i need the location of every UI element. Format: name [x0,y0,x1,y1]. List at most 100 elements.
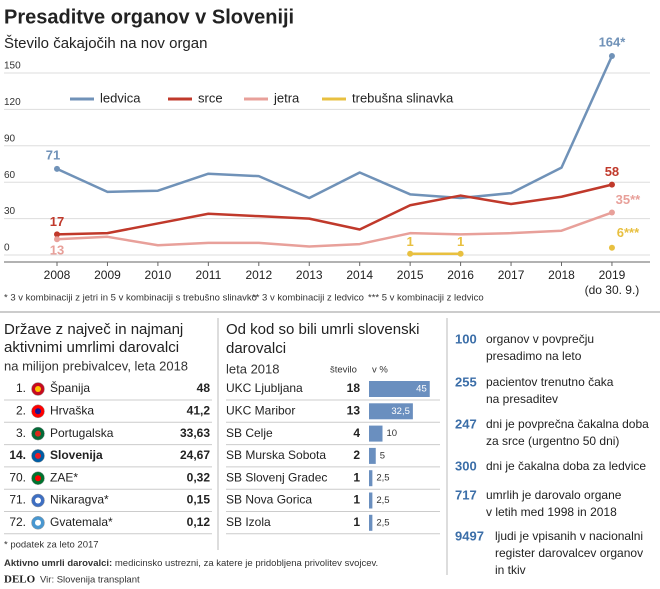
y-tick-label: 60 [4,170,16,181]
point [608,53,615,60]
count: 13 [347,403,361,417]
x-tick-label: 2009 [94,268,121,282]
section-subtitle: leta 2018 [226,361,280,376]
column-header: v % [372,365,388,376]
rank: 14. [9,448,26,462]
hospital: UKC Ljubljana [226,381,303,395]
legend-label: jetra [273,90,300,105]
count: 1 [353,493,360,507]
fact-text: in tkiv [495,563,526,577]
fact-number: 100 [455,331,477,346]
chart-subtitle: Število čakajočih na nov organ [4,35,207,52]
bar [369,425,383,442]
hospital: SB Slovenj Gradec [226,470,327,484]
bar [369,470,373,487]
bar-label: 5 [380,450,385,461]
fact-text: ljudi je vpisanih v nacionalni [495,529,643,543]
flag-detail [35,430,41,437]
fact-number: 300 [455,458,477,473]
definition-term: Aktivno umrli darovalci: [4,558,112,569]
section-subtitle: na milijon prebivalcev, leta 2018 [4,358,188,373]
bar-label: 2,5 [376,473,389,484]
fact-number: 255 [455,374,477,389]
x-tick-label: 2014 [346,268,373,282]
hospital: SB Celje [226,426,273,440]
rank: 70. [9,470,26,484]
section-title: darovalci [226,340,286,357]
flag-detail [35,408,41,415]
flag-detail [35,497,41,504]
country: Portugalska [50,426,114,440]
country-value: 24,67 [180,448,210,462]
value-label: 71 [46,147,60,162]
legend-label: ledvica [100,90,141,105]
point [407,250,414,257]
fact-text: register darovalcev organov [495,546,643,560]
point [54,165,60,172]
value-label: 35** [616,192,642,207]
fact-text: na presaditev [486,392,558,406]
flag-detail [35,475,41,482]
country: Slovenija [50,448,103,462]
value-label: 13 [50,243,64,258]
fact-text: dni je povprečna čakalna doba [486,417,649,431]
flag-detail [35,452,41,459]
country: Nikaragva* [50,493,109,507]
hospital: SB Murska Sobota [226,448,326,462]
y-tick-label: 90 [4,133,16,144]
point [608,244,615,251]
flag-detail [35,386,41,392]
footnote: ** 3 v kombinaciji z ledvico [252,293,364,304]
line-1 [56,183,613,236]
value-label: 1 [457,234,464,249]
rank: 3. [16,426,26,440]
section-title: Države z največ in najmanj [4,321,183,338]
line-2 [56,211,613,248]
country: ZAE* [50,470,78,484]
x-tick-label: 2008 [44,268,71,282]
fact-text: v letih med 1998 in 2018 [486,505,617,519]
point [608,209,615,216]
bar-label: 2,5 [376,495,389,506]
bar-label: 2,5 [376,517,389,528]
x-tick-label: 2016 [447,268,474,282]
country-value: 48 [197,381,211,395]
hospital: UKC Maribor [226,403,295,417]
bar [369,514,373,531]
fact-text: umrlih je darovalo organe [486,488,622,502]
source: Vir: Slovenija transplant [40,575,140,586]
x-tick-label: 2011 [195,268,221,282]
x-tick-label: 2012 [245,268,272,282]
brand: DELO [4,574,36,586]
bar [369,403,413,420]
country-value: 33,63 [180,426,210,440]
fact-text: pacientov trenutno čaka [486,375,614,389]
fact-number: 247 [455,416,477,431]
point [457,250,464,257]
hospital: SB Nova Gorica [226,493,312,507]
bar [369,381,430,397]
country-value: 0,15 [187,493,211,507]
y-tick-label: 150 [4,61,21,72]
value-label: 6*** [617,225,640,240]
bar [369,447,376,464]
x-tick-label: 2013 [296,268,323,282]
country: Hrvaška [50,403,94,417]
fact-text: za srce (urgentno 50 dni) [486,434,619,448]
line-3 [410,248,612,254]
count: 1 [353,470,360,484]
rank: 2. [16,403,26,417]
fact-text: dni je čakalna doba za ledvice [486,459,646,473]
definition: Aktivno umrli darovalci: medicinsko ustr… [4,558,378,569]
count: 4 [353,426,360,440]
fact-number: 717 [455,487,477,502]
y-tick-label: 30 [4,206,16,217]
country-value: 0,32 [187,470,211,484]
fact-number: 9497 [455,528,484,543]
x-tick-label: 2019 [599,268,626,282]
rank: 1. [16,381,26,395]
fact-text: presadimo na leto [486,349,582,363]
chart-title: Presaditve organov v Sloveniji [4,6,294,28]
count: 2 [353,448,360,462]
rank: 71. [9,493,26,507]
